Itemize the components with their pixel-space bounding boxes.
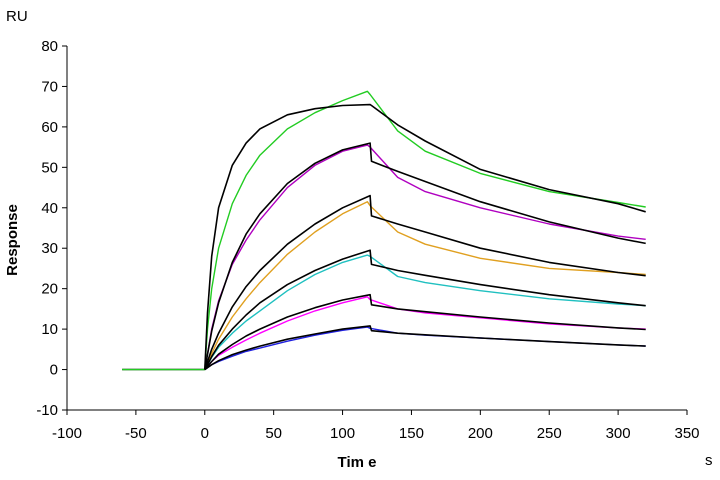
x-tick-label: 300 <box>606 425 631 442</box>
y-tick-label: 10 <box>41 321 58 338</box>
y-tick-label: 50 <box>41 159 58 176</box>
y-axis-title: Response <box>4 204 21 276</box>
axes <box>66 46 687 411</box>
fit-curve-1 <box>204 103 646 370</box>
measured-curve-4 <box>204 254 646 370</box>
measured-curve-3 <box>204 201 646 370</box>
x-tick-label: 0 <box>201 425 209 442</box>
y-tick-label: 60 <box>41 119 58 136</box>
fit-curve-6 <box>204 325 646 371</box>
x-tick-label: -100 <box>52 425 82 442</box>
fit-curves <box>204 103 646 371</box>
x-tick-label: 350 <box>674 425 699 442</box>
y-tick-label: 30 <box>41 240 58 257</box>
y-unit-label: RU <box>6 8 28 25</box>
y-tick-label: -10 <box>36 402 58 419</box>
y-tick-label: 20 <box>41 281 58 298</box>
fit-curve-2 <box>204 142 646 370</box>
measured-curve-5 <box>204 296 646 371</box>
y-tick-label: 40 <box>41 200 58 217</box>
x-tick-label: 150 <box>399 425 424 442</box>
fit-curve-5 <box>204 293 646 371</box>
fit-curve-4 <box>204 249 646 370</box>
x-unit-label: s <box>705 452 713 469</box>
y-tick-label: 0 <box>50 362 58 379</box>
y-tick-label: 70 <box>41 78 58 95</box>
x-axis-ticks: -100 -50 0 50 100 150 200 250 300 350 <box>52 410 700 442</box>
x-axis-title: Tim e <box>338 454 377 471</box>
y-tick-label: 80 <box>41 38 58 55</box>
x-tick-label: 50 <box>265 425 282 442</box>
measured-curve-6 <box>204 326 646 371</box>
measured-curves <box>122 90 646 371</box>
fit-curve-3 <box>204 194 646 370</box>
x-tick-label: 250 <box>537 425 562 442</box>
y-axis-ticks: -10 0 10 20 30 40 50 60 70 80 <box>36 38 67 419</box>
x-tick-label: 200 <box>468 425 493 442</box>
x-tick-label: -50 <box>125 425 147 442</box>
x-tick-label: 100 <box>330 425 355 442</box>
measured-curve-1 <box>122 90 646 371</box>
measured-curve-2 <box>204 144 646 370</box>
